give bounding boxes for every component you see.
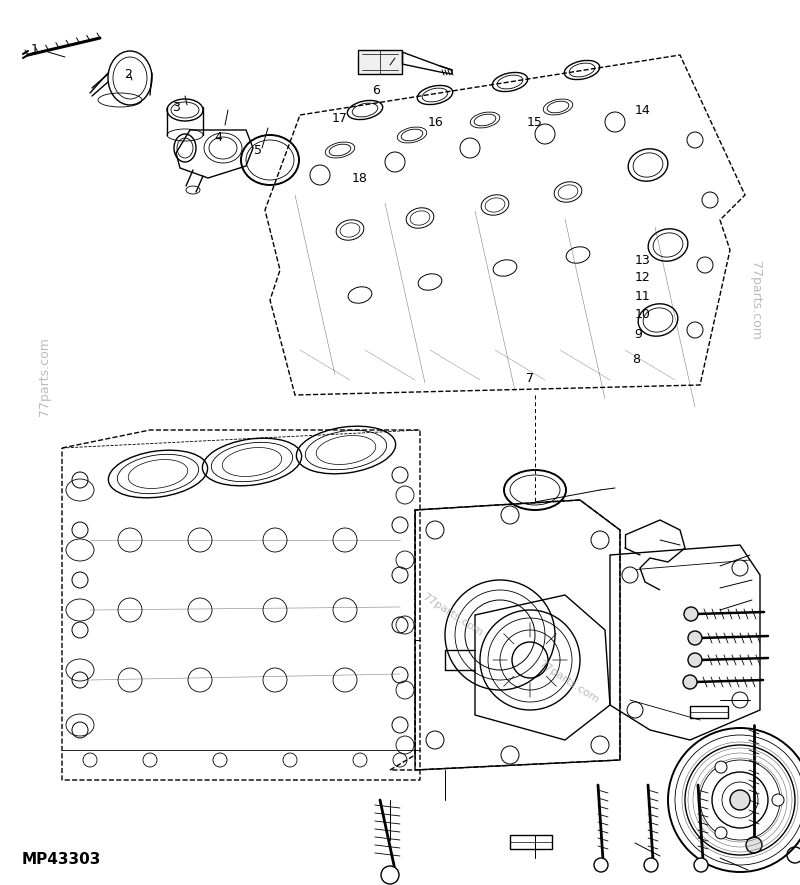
Text: 1: 1 xyxy=(30,43,38,56)
Circle shape xyxy=(594,858,608,872)
Text: 77parts.com: 77parts.com xyxy=(750,261,762,341)
Circle shape xyxy=(501,746,519,764)
Text: 3: 3 xyxy=(172,102,180,114)
Text: 9: 9 xyxy=(634,328,642,341)
Text: 8: 8 xyxy=(632,353,640,366)
Circle shape xyxy=(715,827,727,839)
Text: 10: 10 xyxy=(634,308,650,320)
Circle shape xyxy=(644,858,658,872)
Text: 77parts.com: 77parts.com xyxy=(420,592,484,638)
Text: 15: 15 xyxy=(526,116,542,128)
Circle shape xyxy=(772,794,784,806)
Circle shape xyxy=(694,858,708,872)
Text: 18: 18 xyxy=(352,173,368,185)
Text: 4: 4 xyxy=(214,131,222,143)
Circle shape xyxy=(426,521,444,539)
Circle shape xyxy=(591,736,609,754)
Circle shape xyxy=(591,531,609,549)
Circle shape xyxy=(688,631,702,645)
Circle shape xyxy=(501,506,519,524)
Bar xyxy=(510,835,552,849)
Circle shape xyxy=(730,790,750,810)
Circle shape xyxy=(684,607,698,621)
Circle shape xyxy=(746,837,762,853)
Circle shape xyxy=(683,675,697,689)
Text: MP43303: MP43303 xyxy=(22,852,102,867)
Circle shape xyxy=(627,702,643,718)
Circle shape xyxy=(622,567,638,583)
Bar xyxy=(358,50,402,74)
Text: 16: 16 xyxy=(428,116,444,128)
Circle shape xyxy=(732,560,748,576)
Circle shape xyxy=(732,692,748,708)
Circle shape xyxy=(426,731,444,749)
Text: 11: 11 xyxy=(634,290,650,303)
Text: 14: 14 xyxy=(634,104,650,117)
Circle shape xyxy=(688,653,702,667)
Circle shape xyxy=(715,761,727,773)
Text: 7: 7 xyxy=(526,373,534,385)
Circle shape xyxy=(381,866,399,884)
Text: 17: 17 xyxy=(332,112,348,125)
Bar xyxy=(690,706,728,718)
Text: 12: 12 xyxy=(634,272,650,284)
Text: 77parts.com: 77parts.com xyxy=(536,658,600,704)
Text: 77parts.com: 77parts.com xyxy=(38,336,50,416)
Text: 13: 13 xyxy=(634,254,650,266)
Text: 5: 5 xyxy=(254,144,262,157)
Text: 2: 2 xyxy=(124,68,132,81)
Text: 6: 6 xyxy=(372,84,380,96)
